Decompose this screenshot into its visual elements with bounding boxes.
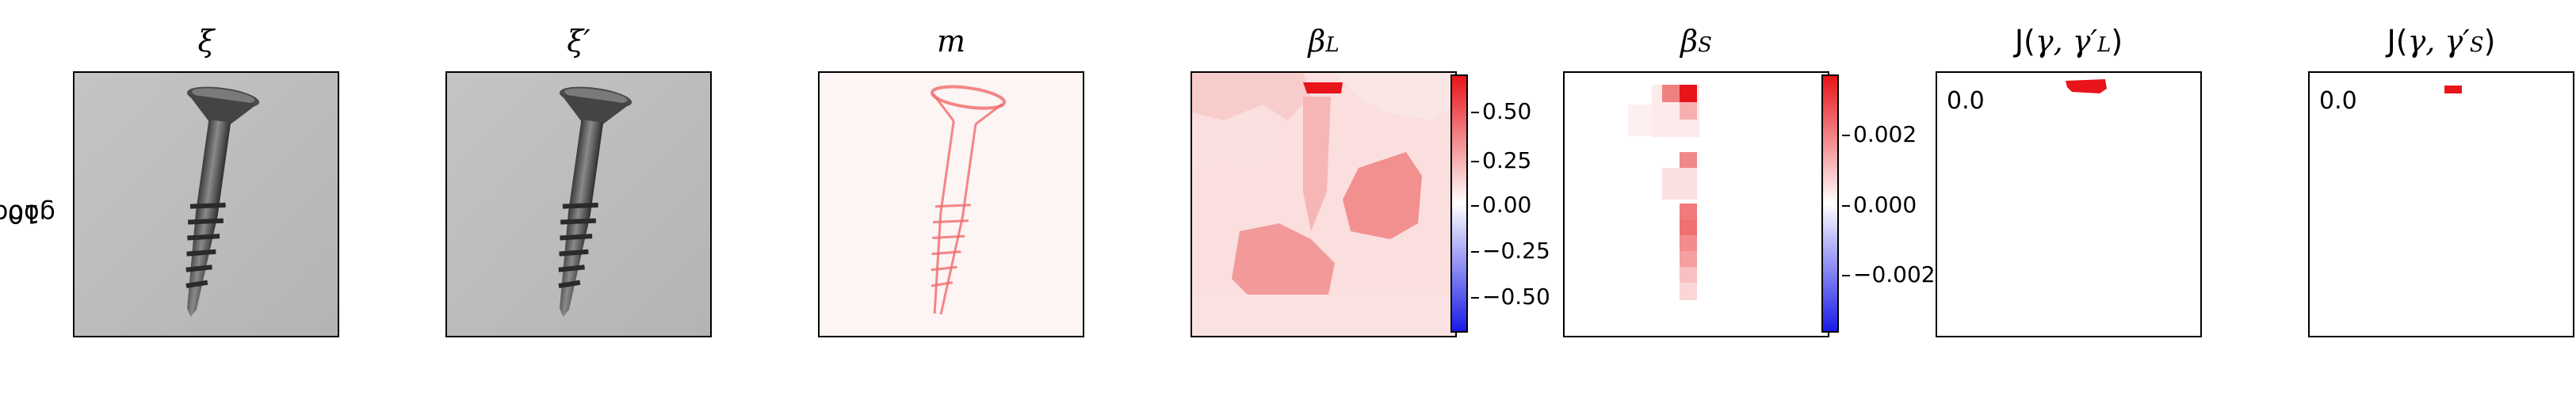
title-beta-s-main: β xyxy=(1680,24,1699,59)
heatmap-beta-l xyxy=(1191,71,1457,337)
panel-title-xi: ξ xyxy=(73,22,339,60)
tick-beta-l-4: −0.50 xyxy=(1471,284,1550,310)
title-j-l-args: γ, γ′ xyxy=(2035,24,2098,59)
row-label-line2: 10 xyxy=(7,199,40,229)
screw-photo-icon xyxy=(75,73,338,336)
mask-heatmap xyxy=(820,73,1083,336)
image-m xyxy=(818,71,1084,337)
title-j-l-sub: L xyxy=(2097,33,2112,57)
tick-beta-l-1: 0.25 xyxy=(1470,147,1532,173)
panel-title-beta-l: βL xyxy=(1191,22,1457,64)
heatmap-j-l: 0.0 xyxy=(1936,71,2202,337)
colorbar-beta-s xyxy=(1821,74,1839,333)
panel-title-m: m xyxy=(818,22,1084,60)
title-beta-s-sub: S xyxy=(1698,33,1712,57)
j-l-mask xyxy=(1937,73,2200,336)
title-m-text: m xyxy=(936,24,966,59)
panel-title-j-s: J(γ, γ′S) xyxy=(2308,22,2574,64)
heatmap-j-s: 0.0 xyxy=(2308,71,2574,337)
colorbar-beta-l xyxy=(1450,74,1468,333)
j-s-value: 0.0 xyxy=(2319,87,2357,115)
row-label: good10 xyxy=(0,166,55,261)
image-xi-prime xyxy=(445,71,712,337)
tick-beta-s-0: 0.002 xyxy=(1841,121,1917,147)
tick-beta-s-2: −0.002 xyxy=(1842,261,1936,287)
title-j-l-prefix: J( xyxy=(2014,24,2035,59)
title-xi-text: ξ xyxy=(197,24,215,59)
title-xi-prime-text: ξ′ xyxy=(567,24,590,59)
title-j-l-suffix: ) xyxy=(2111,24,2123,59)
title-beta-l-main: β xyxy=(1308,24,1326,59)
screw-photo-icon xyxy=(447,73,710,336)
beta-l-superpixels xyxy=(1192,73,1455,336)
tick-beta-l-3: −0.25 xyxy=(1471,238,1550,264)
beta-s-grid xyxy=(1565,73,1828,336)
title-j-s-args: γ, γ′ xyxy=(2407,24,2470,59)
image-xi xyxy=(73,71,339,337)
j-s-mask xyxy=(2310,73,2573,336)
tick-beta-l-2: 0.00 xyxy=(1470,192,1532,218)
panel-title-beta-s: βS xyxy=(1563,22,1829,64)
tick-beta-s-1: 0.000 xyxy=(1841,192,1917,218)
j-l-value: 0.0 xyxy=(1947,87,1985,115)
heatmap-beta-s xyxy=(1563,71,1829,337)
title-j-s-sub: S xyxy=(2469,33,2484,57)
panel-title-j-l: J(γ, γ′L) xyxy=(1936,22,2202,64)
tick-beta-l-0: 0.50 xyxy=(1470,98,1532,124)
panel-title-xi-prime: ξ′ xyxy=(445,22,712,60)
title-j-s-prefix: J( xyxy=(2387,24,2408,59)
title-j-s-suffix: ) xyxy=(2483,24,2496,59)
title-beta-l-sub: L xyxy=(1325,33,1340,57)
